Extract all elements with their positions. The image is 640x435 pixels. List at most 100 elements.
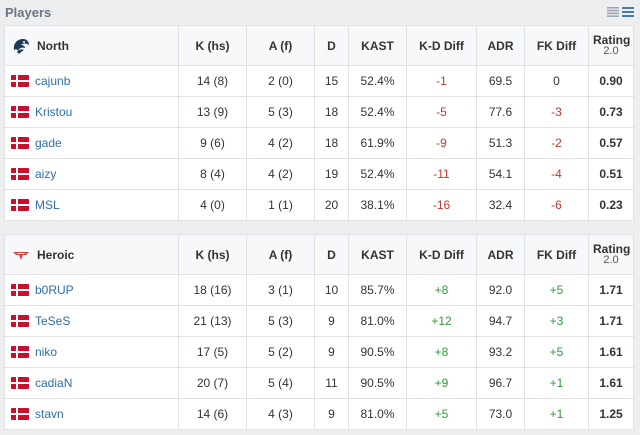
list-compact-icon[interactable] xyxy=(607,7,619,17)
player-cell: aizy xyxy=(4,158,179,190)
player-row: niko 17 (5) 5 (2) 9 90.5% +8 93.2 +5 1.61 xyxy=(4,336,634,368)
rating-cell: 0.73 xyxy=(588,96,634,128)
col-rating-header[interactable]: Rating 2.0 xyxy=(588,25,634,66)
team-stats-table-north: North K (hs) A (f) D KAST K-D Diff ADR F… xyxy=(4,25,634,221)
denmark-flag-icon xyxy=(11,75,29,87)
fk-diff-cell: -4 xyxy=(524,158,589,190)
player-name-link[interactable]: aizy xyxy=(35,167,57,181)
kd-diff-cell: +8 xyxy=(406,336,477,368)
col-adr-header[interactable]: ADR xyxy=(476,234,525,275)
col-kd-diff-header[interactable]: K-D Diff xyxy=(406,234,477,275)
kast-cell: 90.5% xyxy=(348,367,407,399)
fk-diff-cell: +3 xyxy=(524,305,589,337)
kd-diff-cell: -11 xyxy=(406,158,477,190)
deaths-cell: 9 xyxy=(314,305,349,337)
rating-cell: 1.25 xyxy=(588,398,634,430)
col-kills-header[interactable]: K (hs) xyxy=(178,25,247,66)
deaths-cell: 18 xyxy=(314,127,349,159)
adr-cell: 69.5 xyxy=(476,65,525,97)
col-fk-diff-header[interactable]: FK Diff xyxy=(524,25,589,66)
col-deaths-header[interactable]: D xyxy=(314,25,349,66)
assists-cell: 1 (1) xyxy=(246,189,315,221)
fk-diff-cell: +1 xyxy=(524,367,589,399)
player-name-link[interactable]: Kristou xyxy=(35,105,73,119)
deaths-cell: 20 xyxy=(314,189,349,221)
rating-header-version: 2.0 xyxy=(603,253,619,266)
col-assists-header[interactable]: A (f) xyxy=(246,234,315,275)
fk-diff-cell: 0 xyxy=(524,65,589,97)
player-name-link[interactable]: gade xyxy=(35,136,62,150)
player-name-link[interactable]: TeSeS xyxy=(35,314,71,328)
deaths-cell: 18 xyxy=(314,96,349,128)
denmark-flag-icon xyxy=(11,168,29,180)
col-kast-header[interactable]: KAST xyxy=(348,234,407,275)
assists-cell: 4 (2) xyxy=(246,158,315,190)
kills-cell: 18 (16) xyxy=(178,274,247,306)
col-assists-header[interactable]: A (f) xyxy=(246,25,315,66)
kd-diff-cell: +12 xyxy=(406,305,477,337)
denmark-flag-icon xyxy=(11,315,29,327)
player-row: b0RUP 18 (16) 3 (1) 10 85.7% +8 92.0 +5 1.71 xyxy=(4,274,634,306)
player-row: Kristou 13 (9) 5 (3) 18 52.4% -5 77.6 -3 0.73 xyxy=(4,96,634,128)
col-kills-header[interactable]: K (hs) xyxy=(178,234,247,275)
denmark-flag-icon xyxy=(11,284,29,296)
assists-cell: 5 (2) xyxy=(246,336,315,368)
player-cell: b0RUP xyxy=(4,274,179,306)
player-name-link[interactable]: cajunb xyxy=(35,74,71,88)
player-cell: gade xyxy=(4,127,179,159)
player-name-link[interactable]: stavn xyxy=(35,407,64,421)
kills-cell: 9 (6) xyxy=(178,127,247,159)
adr-cell: 51.3 xyxy=(476,127,525,159)
kast-cell: 38.1% xyxy=(348,189,407,221)
kills-cell: 8 (4) xyxy=(178,158,247,190)
assists-cell: 5 (3) xyxy=(246,305,315,337)
fk-diff-cell: -6 xyxy=(524,189,589,221)
col-rating-header[interactable]: Rating 2.0 xyxy=(588,234,634,275)
kd-diff-cell: +5 xyxy=(406,398,477,430)
deaths-cell: 15 xyxy=(314,65,349,97)
kast-cell: 81.0% xyxy=(348,398,407,430)
assists-cell: 4 (2) xyxy=(246,127,315,159)
col-deaths-header[interactable]: D xyxy=(314,234,349,275)
team-name: Heroic xyxy=(37,247,75,262)
player-cell: MSL xyxy=(4,189,179,221)
col-kd-diff-header[interactable]: K-D Diff xyxy=(406,25,477,66)
player-row: MSL 4 (0) 1 (1) 20 38.1% -16 32.4 -6 0.23 xyxy=(4,189,634,221)
player-name-link[interactable]: cadiaN xyxy=(35,376,73,390)
player-name-link[interactable]: b0RUP xyxy=(35,283,74,297)
rating-header-label: Rating xyxy=(593,241,631,256)
rating-header-label: Rating xyxy=(593,32,631,47)
adr-cell: 54.1 xyxy=(476,158,525,190)
kills-cell: 14 (6) xyxy=(178,398,247,430)
fk-diff-cell: +1 xyxy=(524,398,589,430)
player-cell: cajunb xyxy=(4,65,179,97)
adr-cell: 77.6 xyxy=(476,96,525,128)
adr-cell: 94.7 xyxy=(476,305,525,337)
col-adr-header[interactable]: ADR xyxy=(476,25,525,66)
players-title: Players xyxy=(5,4,52,20)
team-header-row: North K (hs) A (f) D KAST K-D Diff ADR F… xyxy=(4,25,634,66)
team-stats-table-heroic: Heroic K (hs) A (f) D KAST K-D Diff ADR … xyxy=(4,234,634,430)
deaths-cell: 19 xyxy=(314,158,349,190)
kills-cell: 14 (8) xyxy=(178,65,247,97)
player-cell: stavn xyxy=(4,398,179,430)
list-expanded-icon[interactable] xyxy=(622,7,634,17)
player-name-link[interactable]: niko xyxy=(35,345,58,359)
denmark-flag-icon xyxy=(11,106,29,118)
denmark-flag-icon xyxy=(11,408,29,420)
denmark-flag-icon xyxy=(11,346,29,358)
rating-cell: 0.57 xyxy=(588,127,634,159)
rating-cell: 1.71 xyxy=(588,274,634,306)
player-row: stavn 14 (6) 4 (3) 9 81.0% +5 73.0 +1 1.25 xyxy=(4,398,634,430)
kd-diff-cell: -1 xyxy=(406,65,477,97)
north-logo-icon xyxy=(11,36,31,56)
rating-cell: 1.61 xyxy=(588,336,634,368)
kast-cell: 85.7% xyxy=(348,274,407,306)
kd-diff-cell: +9 xyxy=(406,367,477,399)
fk-diff-cell: +5 xyxy=(524,336,589,368)
col-kast-header[interactable]: KAST xyxy=(348,25,407,66)
player-name-link[interactable]: MSL xyxy=(35,198,60,212)
kills-cell: 21 (13) xyxy=(178,305,247,337)
col-fk-diff-header[interactable]: FK Diff xyxy=(524,234,589,275)
assists-cell: 5 (4) xyxy=(246,367,315,399)
